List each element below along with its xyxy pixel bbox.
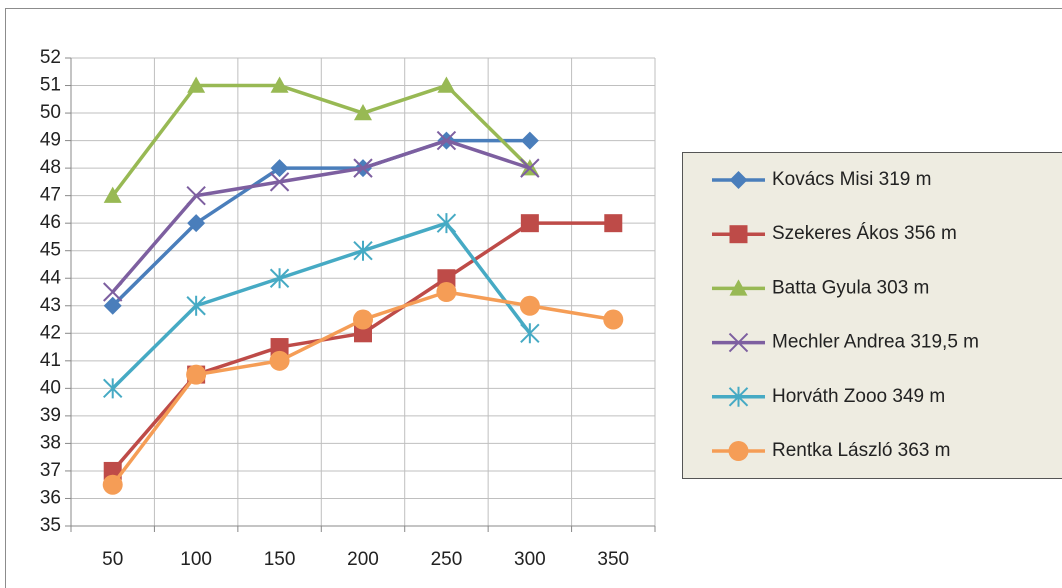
y-tick-label: 44: [40, 267, 62, 288]
y-tick-label: 49: [40, 130, 61, 151]
y-tick-label: 39: [40, 405, 61, 426]
data-point: [603, 309, 624, 330]
x-tick-label: 300: [514, 549, 546, 570]
data-point: [187, 214, 206, 233]
y-tick-label: 35: [40, 515, 61, 536]
x-tick-label: 200: [347, 549, 379, 570]
data-point: [520, 131, 539, 150]
data-point: [436, 130, 457, 151]
legend-marker: [729, 171, 748, 189]
data-point: [354, 104, 372, 121]
data-point: [103, 186, 122, 203]
y-tick-label: 37: [40, 460, 61, 481]
series-line: [111, 138, 530, 308]
x-tick-label: 50: [102, 549, 123, 570]
y-tick-label: 47: [40, 185, 61, 206]
legend-marker: [728, 441, 749, 461]
data-point: [353, 158, 373, 178]
data-point: [186, 295, 206, 316]
y-tick-label: 51: [40, 75, 61, 96]
series-line: [111, 83, 532, 197]
y-tick-label: 46: [40, 212, 61, 233]
y-tick-label: 52: [40, 47, 61, 68]
data-point: [437, 269, 456, 288]
y-tick-label: 40: [40, 377, 61, 398]
y-tick-label: 43: [40, 295, 61, 316]
data-point: [604, 214, 623, 233]
y-tick-label: 45: [40, 240, 61, 261]
data-point: [520, 158, 540, 178]
data-point: [354, 324, 372, 343]
data-point: [270, 76, 289, 93]
y-tick-label: 38: [40, 432, 61, 453]
data-point: [102, 474, 123, 495]
data-point: [103, 461, 122, 480]
y-tick-label: 50: [40, 102, 61, 123]
data-point: [353, 240, 373, 261]
data-point: [103, 282, 123, 302]
data-point: [269, 172, 290, 192]
data-point: [437, 76, 456, 93]
y-tick-label: 36: [40, 487, 61, 508]
data-point: [519, 295, 540, 316]
x-tick-label: 150: [264, 549, 296, 570]
data-point: [103, 378, 123, 399]
data-point: [270, 159, 289, 178]
legend-label: Rentka László 363 m: [772, 440, 951, 461]
data-point: [103, 296, 122, 315]
data-point: [186, 364, 207, 385]
legend-label: Szekeres Ákos 356 m: [772, 223, 957, 244]
y-tick-label: 41: [40, 350, 61, 371]
legend-marker: [728, 332, 749, 353]
data-point: [269, 268, 290, 289]
data-point: [520, 323, 540, 344]
data-point: [436, 282, 457, 302]
x-tick-label: 100: [180, 549, 212, 570]
legend-marker: [728, 386, 749, 407]
y-tick-label: 48: [40, 157, 61, 178]
series-line: [111, 138, 531, 294]
data-point: [187, 76, 206, 93]
legend-label: Horváth Zooo 349 m: [772, 386, 945, 407]
legend-label: Kovács Misi 319 m: [772, 169, 931, 190]
data-point: [353, 309, 373, 330]
data-point: [270, 338, 289, 357]
legend-marker: [729, 225, 748, 244]
y-tick-label: 42: [40, 322, 61, 343]
data-point: [186, 185, 206, 206]
x-tick-label: 250: [431, 549, 463, 570]
data-point: [269, 350, 290, 371]
legend-label: Batta Gyula 303 m: [772, 277, 929, 298]
data-point: [436, 213, 457, 234]
x-tick-label: 350: [597, 549, 629, 570]
legend-marker: [729, 279, 748, 296]
series-line: [111, 221, 532, 390]
legend-box: [682, 152, 1062, 479]
data-point: [520, 214, 539, 233]
legend-label: Mechler Andrea 319,5 m: [772, 332, 979, 353]
